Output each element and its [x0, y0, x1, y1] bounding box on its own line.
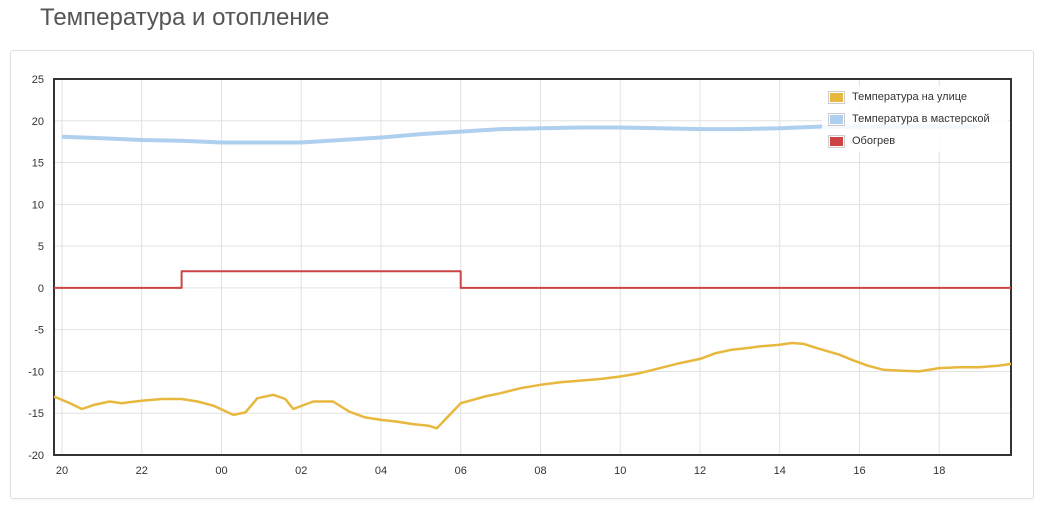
legend-swatch-heating: [828, 134, 845, 148]
y-tick-label: 5: [38, 241, 44, 253]
plot-border: [53, 78, 1012, 456]
y-tick-label: 10: [32, 199, 44, 211]
legend-label-workshop: Температура в мастерской: [852, 113, 990, 125]
legend-item-outdoor[interactable]: Температура на улице: [828, 88, 967, 106]
page-title: Температура и отопление: [40, 4, 330, 31]
x-tick-label: 04: [375, 465, 387, 477]
x-tick-label: 20: [56, 465, 68, 477]
y-tick-label: -20: [28, 450, 44, 462]
x-tick-label: 16: [853, 465, 865, 477]
x-tick-label: 22: [136, 465, 148, 477]
legend-swatch-workshop: [828, 112, 845, 126]
y-tick-label: 25: [32, 74, 44, 86]
x-tick-label: 02: [295, 465, 307, 477]
chart-axes: 25 20 15 10 5 0 -5 -10 -15 -20 20 22 00 02 04 06 08 10 12 1…: [28, 74, 1012, 477]
legend-label-heating: Обогрев: [852, 135, 896, 147]
y-tick-label: 20: [32, 116, 44, 128]
x-tick-label: 08: [534, 465, 546, 477]
y-tick-label: 0: [38, 283, 44, 295]
legend-item-workshop[interactable]: Температура в мастерской: [828, 110, 990, 128]
x-tick-label: 12: [694, 465, 706, 477]
x-tick-label: 14: [774, 465, 786, 477]
series-line-heating: [54, 270, 1011, 289]
x-tick-label: 06: [455, 465, 467, 477]
y-tick-label: 15: [32, 158, 44, 170]
y-tick-label: -5: [34, 325, 44, 337]
y-tick-label: -15: [28, 408, 44, 420]
legend-item-heating[interactable]: Обогрев: [828, 132, 895, 150]
x-tick-label: 10: [614, 465, 626, 477]
legend-swatch-outdoor: [828, 90, 845, 104]
y-tick-label: -10: [28, 366, 44, 378]
series-line-outdoor: [53, 341, 1012, 430]
x-tick-label: 00: [215, 465, 227, 477]
chart-legend: Температура на улице Температура в масте…: [822, 86, 1008, 152]
x-tick-label: 18: [933, 465, 945, 477]
legend-label-outdoor: Температура на улице: [852, 91, 968, 103]
